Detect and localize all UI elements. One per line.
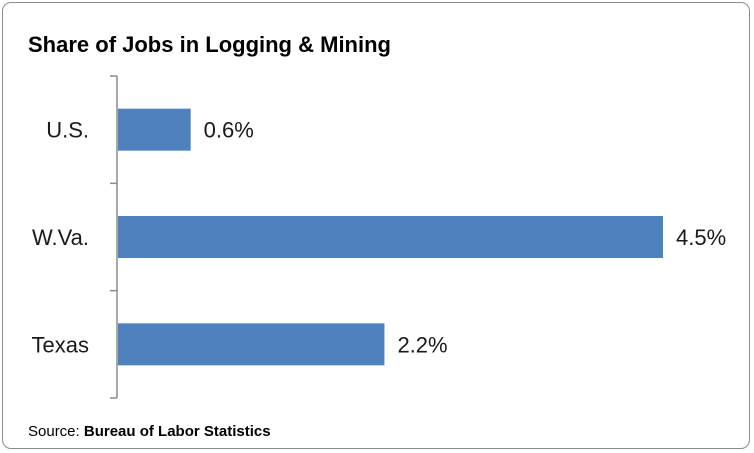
chart-title: Share of Jobs in Logging & Mining [28, 32, 391, 57]
bar-us [118, 108, 191, 151]
category-label: Texas [32, 332, 89, 357]
bar-wva [118, 216, 663, 258]
data-label: 0.6% [204, 118, 254, 143]
bar-texas [118, 323, 385, 366]
category-label: W.Va. [32, 225, 89, 250]
source-prefix: Source: [28, 423, 84, 440]
data-label: 4.5% [676, 225, 726, 250]
source-name: Bureau of Labor Statistics [84, 423, 271, 440]
data-label: 2.2% [397, 332, 447, 357]
source-note: Source: Bureau of Labor Statistics [28, 423, 271, 440]
category-label: U.S. [46, 118, 89, 143]
plot-area: U.S. 0.6% W.Va. 4.5% Texas 2.2% [32, 75, 726, 399]
